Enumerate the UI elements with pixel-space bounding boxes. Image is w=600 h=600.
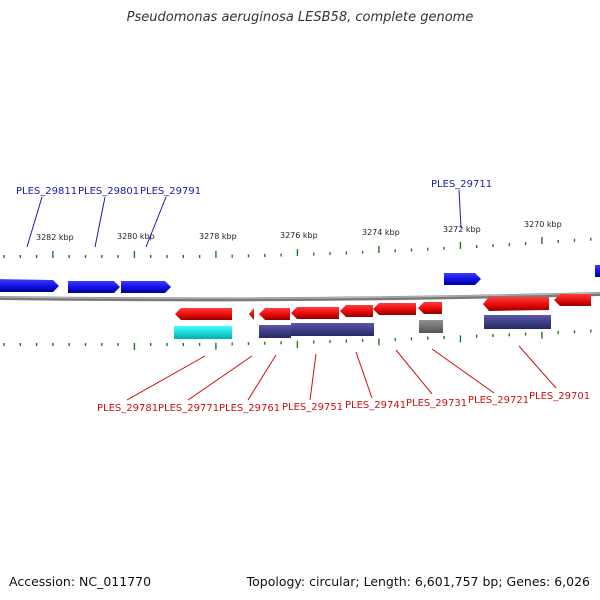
scale-label-3276: 3276 kbp [280, 231, 318, 240]
gene-reverse-ples-29781[interactable] [175, 308, 232, 320]
gene-reverse-ples-29731[interactable] [373, 303, 416, 315]
gene-reverse-ples-29751[interactable] [291, 307, 339, 319]
scale-label-3280: 3280 kbp [117, 232, 155, 241]
gene-label-ples-29751[interactable]: PLES_29751 [282, 402, 343, 413]
scale-label-3274: 3274 kbp [362, 228, 400, 237]
scale-label-3282: 3282 kbp [36, 233, 74, 242]
gene-reverse-ples-29741[interactable] [340, 305, 373, 317]
gene-reverse-ples-29721[interactable] [418, 302, 442, 314]
gene-reverse-ples-29701[interactable] [483, 297, 549, 311]
feature-navy-2[interactable] [291, 323, 374, 336]
top-callout-lines [26, 189, 462, 248]
gene-label-ples-29761[interactable]: PLES_29761 [219, 403, 280, 414]
gene-reverse-ples-29761[interactable] [259, 308, 290, 320]
feature-gray[interactable] [419, 320, 443, 333]
feature-navy-3[interactable] [484, 315, 551, 329]
gene-forward-ples-29801[interactable] [68, 281, 120, 293]
gene-label-ples-29801[interactable]: PLES_29801 [78, 186, 139, 197]
scale-label-3272: 3272 kbp [443, 225, 481, 234]
gene-label-ples-29771[interactable]: PLES_29771 [158, 403, 219, 414]
gene-label-ples-29721[interactable]: PLES_29721 [468, 395, 529, 406]
gene-forward-ples-29711[interactable] [444, 273, 481, 285]
gene-reverse-ples-29771[interactable] [249, 308, 254, 320]
gene-label-ples-29791[interactable]: PLES_29791 [140, 186, 201, 197]
scale-label-3278: 3278 kbp [199, 232, 237, 241]
bottom-callout-lines [126, 345, 557, 401]
gene-label-ples-29811[interactable]: PLES_29811 [16, 186, 77, 197]
gene-label-ples-29741[interactable]: PLES_29741 [345, 400, 406, 411]
scale-ticks-top [3, 237, 592, 258]
genome-title: Pseudomonas aeruginosa LESB58, complete … [126, 10, 474, 25]
feature-cyan[interactable] [174, 326, 232, 339]
gene-label-ples-29731[interactable]: PLES_29731 [406, 398, 467, 409]
forward-strand-genes [0, 265, 600, 293]
gene-forward-ples-29791[interactable] [121, 281, 171, 293]
gene-reverse-edge[interactable] [554, 294, 591, 306]
gene-label-ples-29711[interactable]: PLES_29711 [431, 179, 492, 190]
gene-label-ples-29701[interactable]: PLES_29701 [529, 391, 590, 402]
gene-label-ples-29781[interactable]: PLES_29781 [97, 403, 158, 414]
genome-backbone-highlight [0, 292, 600, 299]
genome-backbone [0, 292, 600, 302]
gene-forward-edge[interactable] [595, 265, 600, 277]
topology-text: Topology: circular; Length: 6,601,757 bp… [246, 574, 590, 589]
reverse-strand-genes [175, 294, 591, 320]
annotation-features [174, 315, 551, 339]
scale-ticks-bottom [3, 329, 592, 350]
gene-forward-ples-29811[interactable] [0, 279, 59, 292]
accession-text: Accession: NC_011770 [9, 574, 152, 589]
scale-label-3270: 3270 kbp [524, 220, 562, 229]
feature-navy-1[interactable] [259, 325, 291, 338]
